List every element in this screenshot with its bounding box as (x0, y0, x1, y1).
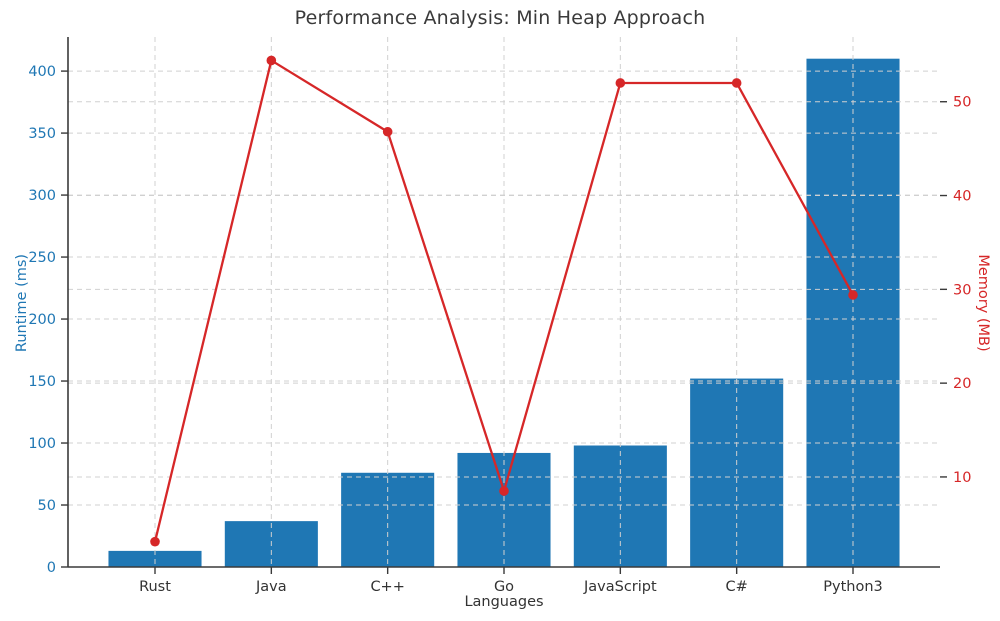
left-tick-label: 100 (28, 436, 56, 452)
x-tick-label: Rust (139, 579, 171, 595)
memory-point-c (382, 126, 393, 137)
left-tick-label: 150 (28, 374, 56, 390)
left-tick-label: 200 (28, 312, 56, 328)
bar-rust (108, 550, 202, 567)
left-tick-label: 250 (28, 250, 56, 266)
x-tick-label: JavaScript (583, 579, 657, 595)
x-tick-label: C# (726, 579, 748, 595)
right-tick-label: 50 (953, 95, 971, 111)
left-tick-label: 50 (38, 498, 56, 514)
x-tick-label: Java (255, 579, 287, 595)
memory-point-python3 (848, 290, 858, 300)
memory-point-java (266, 55, 277, 66)
right-tick-label: 20 (953, 376, 971, 392)
right-tick-label: 40 (953, 189, 971, 205)
left-tick-label: 400 (28, 64, 56, 80)
left-tick-label: 350 (28, 126, 56, 142)
memory-point-c (731, 78, 742, 88)
right-tick-label: 10 (953, 470, 971, 486)
right-tick-label: 30 (953, 282, 971, 298)
chart-title: Performance Analysis: Min Heap Approach (294, 7, 706, 29)
left-tick-label: 300 (28, 188, 56, 204)
x-axis-label: Languages (464, 594, 544, 610)
x-tick-label: Go (494, 579, 514, 595)
left-tick-label: 0 (47, 560, 56, 576)
memory-point-go (499, 486, 509, 496)
memory-point-rust (150, 536, 160, 547)
x-tick-label: C++ (370, 579, 404, 595)
x-tick-label: Python3 (823, 579, 883, 595)
memory-point-javascript (615, 78, 626, 88)
